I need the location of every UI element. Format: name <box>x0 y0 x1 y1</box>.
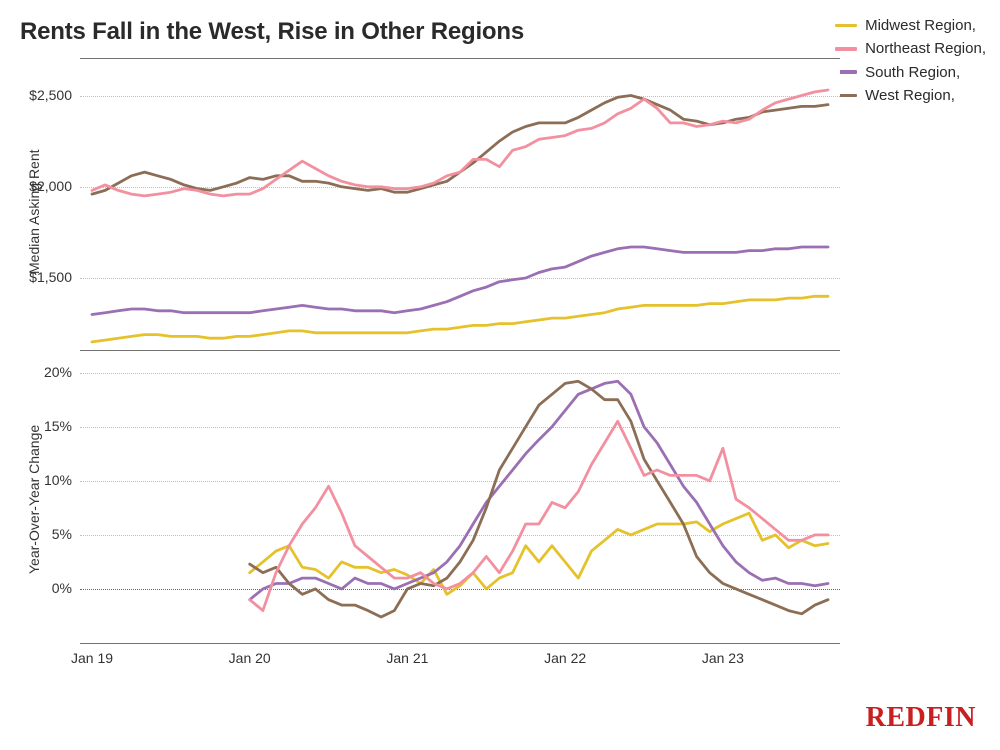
series-svg <box>80 59 840 351</box>
y-tick-label: $1,500 <box>0 269 72 285</box>
legend-item-midwest: Midwest Region, <box>835 14 986 37</box>
series-west <box>92 96 828 195</box>
legend-item-northeast: Northeast Region, <box>835 37 986 60</box>
y-axis-label-top: Median Asking Rent <box>26 149 42 274</box>
legend-label: Midwest Region, <box>865 14 976 37</box>
chart-title: Rents Fall in the West, Rise in Other Re… <box>20 18 524 46</box>
legend-label: West Region, <box>865 84 955 107</box>
x-tick-label: Jan 19 <box>71 650 113 666</box>
y-tick-label: 10% <box>0 472 72 488</box>
series-midwest <box>92 296 828 342</box>
legend-item-south: South Region, <box>835 61 986 84</box>
legend-swatch-northeast <box>835 47 857 51</box>
y-tick-label: 15% <box>0 418 72 434</box>
x-tick-label: Jan 21 <box>386 650 428 666</box>
series-svg <box>80 351 840 643</box>
x-tick-label: Jan 23 <box>702 650 744 666</box>
y-tick-label: $2,500 <box>0 87 72 103</box>
y-tick-label: 0% <box>0 580 72 596</box>
y-axis-label-bottom: Year-Over-Year Change <box>26 425 42 574</box>
y-tick-label: 5% <box>0 526 72 542</box>
legend-label: South Region, <box>865 61 960 84</box>
yoy-change-plot <box>80 350 840 644</box>
median-rent-plot <box>80 58 840 352</box>
series-west <box>250 381 828 617</box>
brand-logo: Redfin <box>866 702 976 734</box>
legend-item-west: West Region, <box>835 84 986 107</box>
legend: Midwest Region, Northeast Region, South … <box>835 14 986 107</box>
series-northeast <box>92 90 828 196</box>
legend-swatch-midwest <box>835 24 857 28</box>
y-tick-label: 20% <box>0 364 72 380</box>
y-tick-label: $2,000 <box>0 178 72 194</box>
x-tick-label: Jan 22 <box>544 650 586 666</box>
legend-label: Northeast Region, <box>865 37 986 60</box>
x-tick-label: Jan 20 <box>229 650 271 666</box>
